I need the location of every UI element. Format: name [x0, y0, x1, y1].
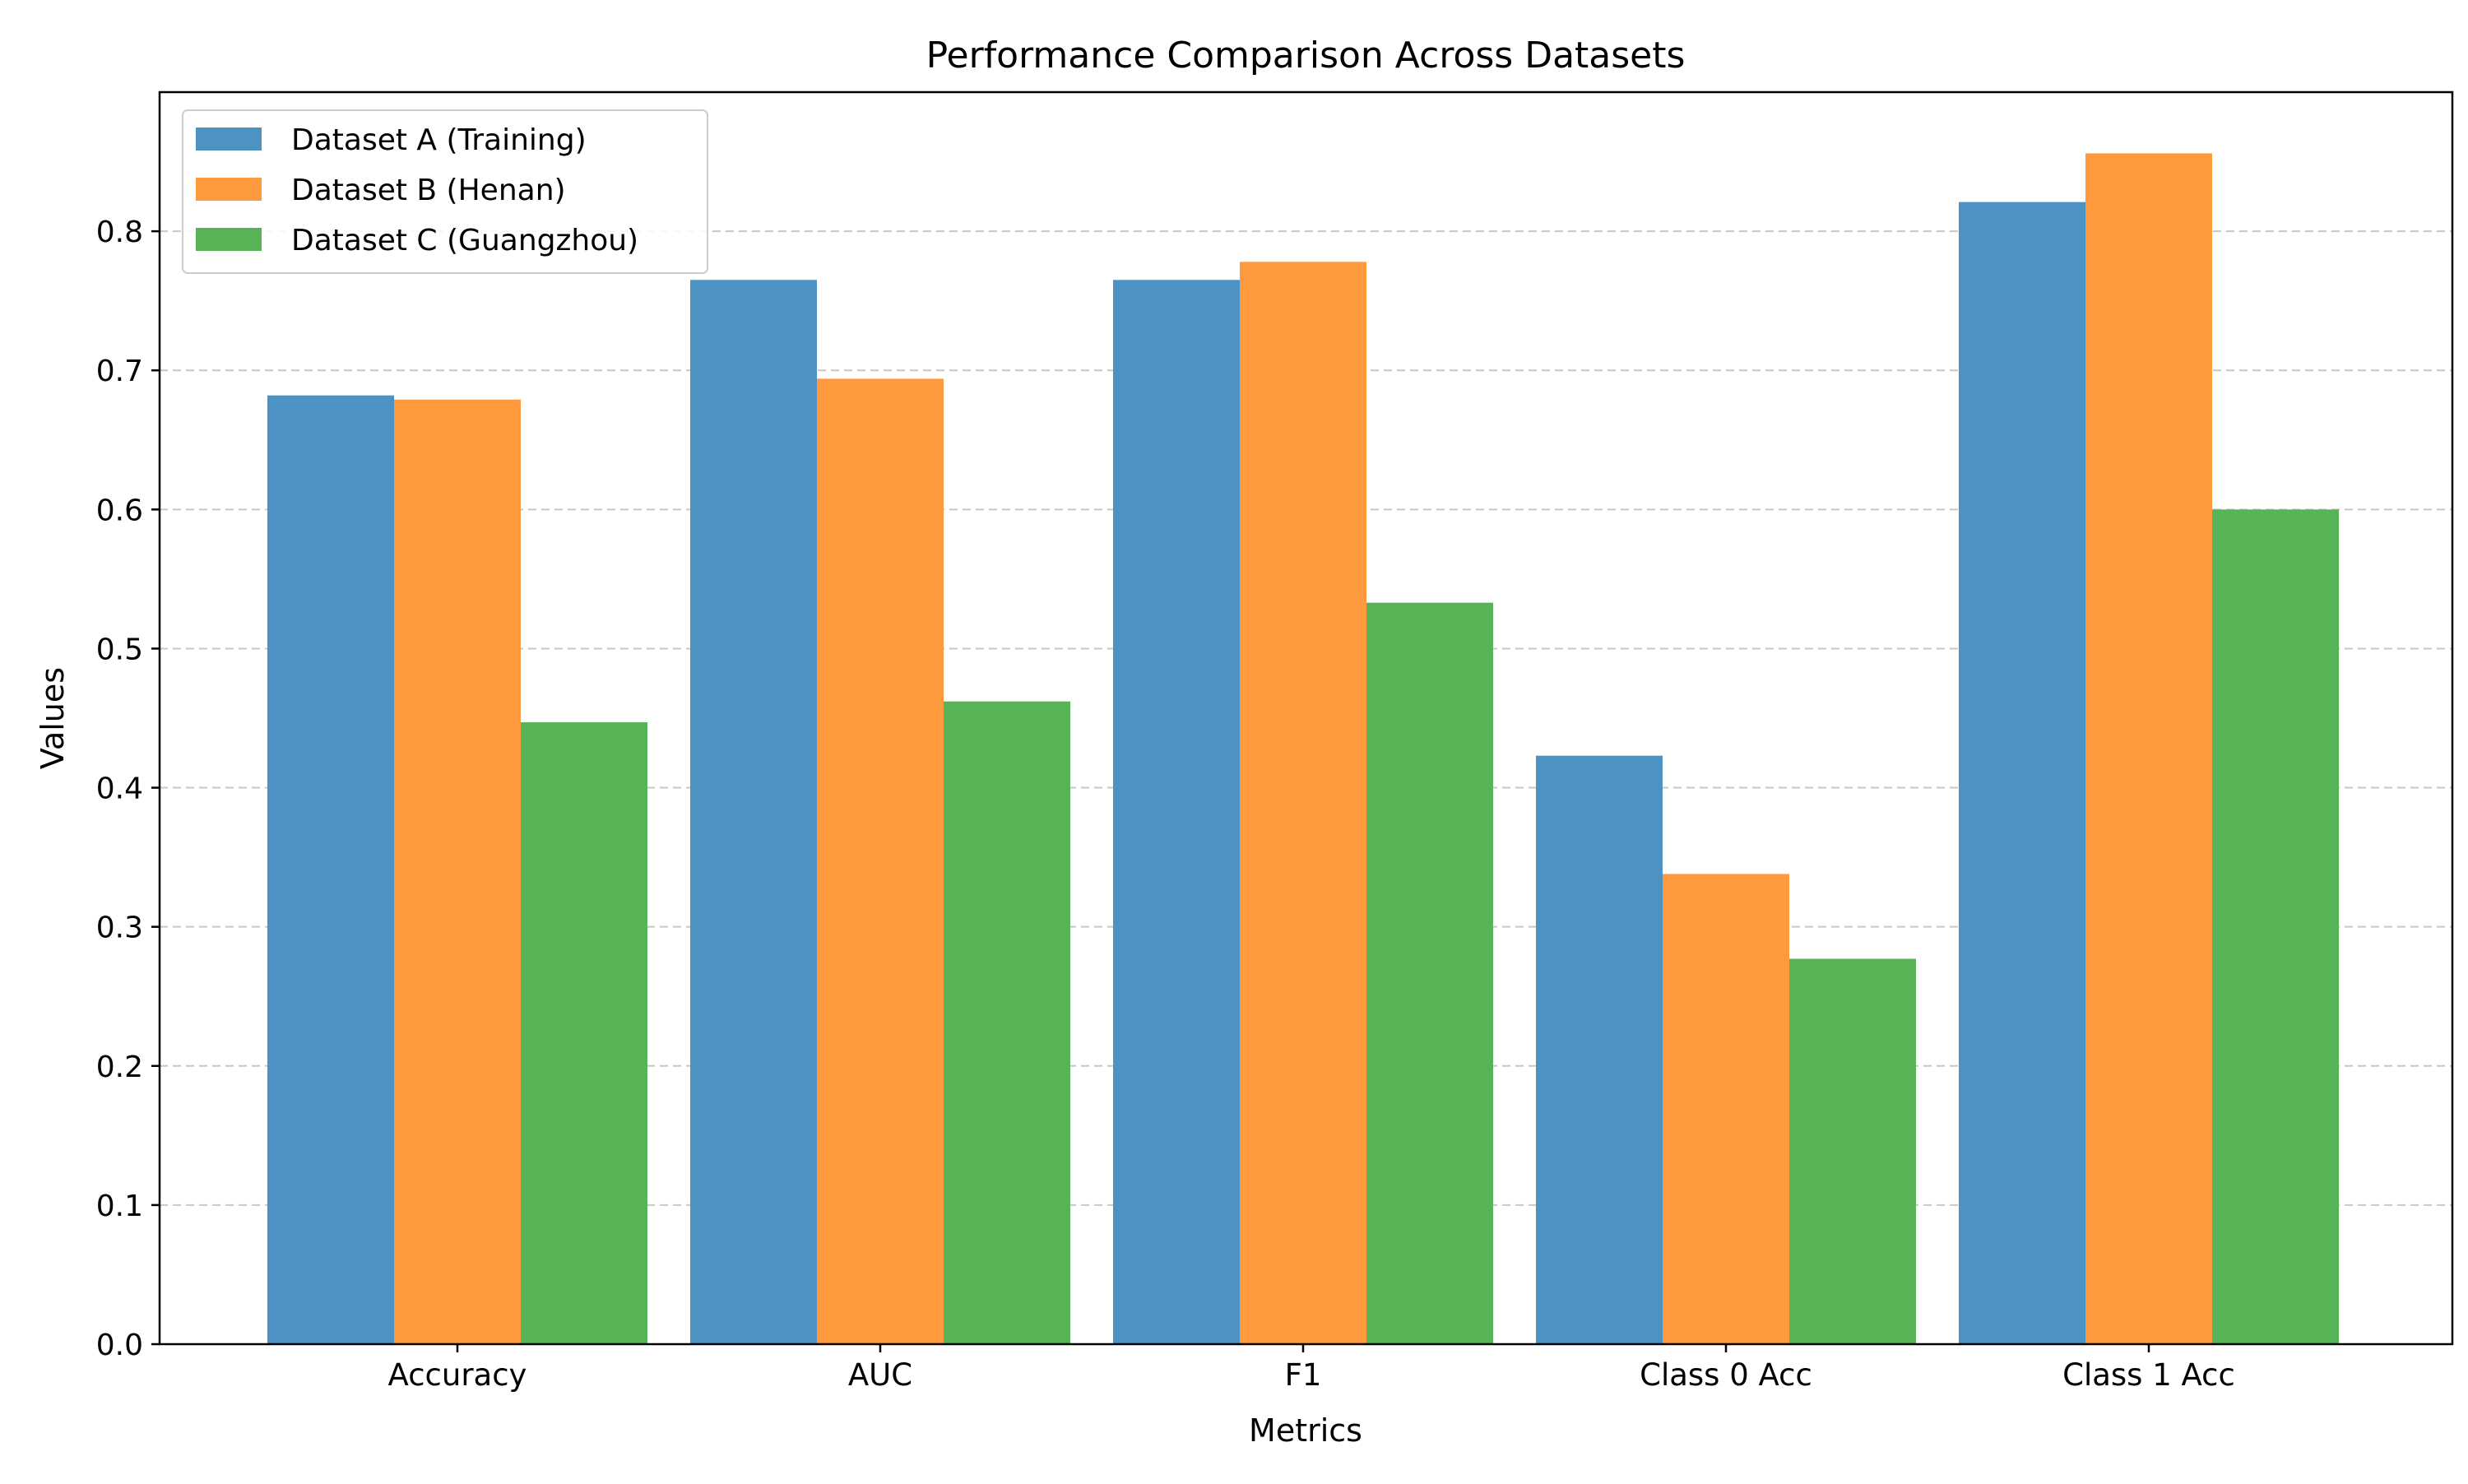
chart-title: Performance Comparison Across Datasets — [926, 35, 1686, 77]
bar — [1240, 262, 1366, 1344]
legend-swatch — [196, 228, 262, 251]
y-axis-label: Values — [35, 667, 71, 769]
bar — [267, 395, 394, 1344]
x-tick-label: AUC — [848, 1357, 912, 1393]
bar — [2212, 509, 2339, 1344]
y-axis: 0.0 0.1 0.2 0.3 0.4 0.5 0.6 0.7 0.8 — [96, 216, 160, 1362]
x-tick-label: Class 0 Acc — [1640, 1357, 1812, 1393]
y-tick-label: 0.7 — [96, 355, 143, 388]
x-tick-label: F1 — [1285, 1357, 1322, 1393]
x-axis: Accuracy AUC F1 Class 0 Acc Class 1 Acc — [388, 1344, 2235, 1393]
y-tick-label: 0.6 — [96, 494, 143, 527]
bar — [2085, 153, 2212, 1344]
bar — [690, 280, 817, 1344]
legend-swatch — [196, 128, 262, 151]
bar — [1536, 755, 1663, 1344]
legend-label: Dataset C (Guangzhou) — [291, 224, 638, 257]
x-tick-label: Class 1 Acc — [2062, 1357, 2235, 1393]
bar — [394, 399, 521, 1344]
x-tick-label: Accuracy — [388, 1357, 527, 1393]
legend-box — [182, 109, 708, 274]
bar — [1959, 202, 2085, 1344]
bar — [817, 378, 944, 1344]
y-tick-label: 0.2 — [96, 1050, 143, 1084]
bars — [267, 153, 2339, 1344]
y-tick-label: 0.3 — [96, 911, 143, 945]
y-tick-label: 0.8 — [96, 216, 143, 249]
bar — [1789, 958, 1916, 1344]
bar — [521, 722, 647, 1344]
bar — [1663, 874, 1789, 1344]
y-tick-label: 0.1 — [96, 1190, 143, 1223]
bar — [1366, 602, 1493, 1344]
legend: Dataset A (Training) Dataset B (Henan) Dat… — [182, 109, 708, 274]
bar — [944, 701, 1070, 1344]
x-axis-label: Metrics — [1249, 1412, 1362, 1449]
legend-label: Dataset A (Training) — [291, 123, 587, 157]
y-tick-label: 0.5 — [96, 633, 143, 666]
legend-label: Dataset B (Henan) — [291, 174, 566, 207]
y-tick-label: 0.4 — [96, 772, 143, 806]
legend-swatch — [196, 178, 262, 201]
y-tick-label: 0.0 — [96, 1329, 143, 1362]
bar — [1113, 280, 1240, 1344]
plot-frame — [158, 90, 2454, 1346]
